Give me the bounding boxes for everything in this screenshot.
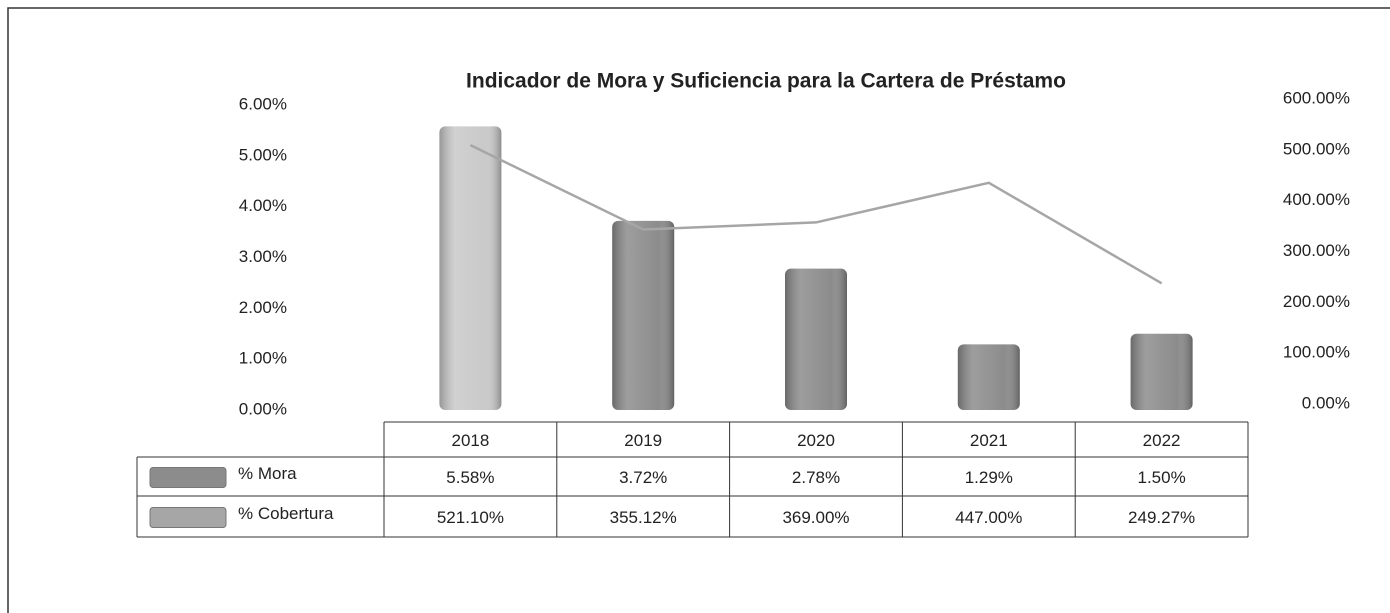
line xyxy=(469,143,1163,285)
y2-tick-label: 500.00% xyxy=(1283,139,1350,158)
frame xyxy=(7,7,1390,613)
chart-title: Indicador de Mora y Suficiencia para la … xyxy=(466,70,1066,93)
table-value: 355.12% xyxy=(610,508,677,527)
table-value: 249.27% xyxy=(1128,508,1195,527)
bar-shade xyxy=(612,220,675,410)
bar-shade xyxy=(785,268,847,410)
y2-tick-label: 100.00% xyxy=(1283,343,1350,362)
bar-shade xyxy=(1130,333,1193,410)
y-tick-label: 5.00% xyxy=(239,145,287,164)
y-tick-label: 1.00% xyxy=(239,349,287,368)
table-value: 521.10% xyxy=(437,508,504,527)
y-tick-label: 3.00% xyxy=(239,247,287,266)
legend-swatch xyxy=(149,507,227,528)
x-tick-label: 2021 xyxy=(970,431,1008,450)
y-tick-label: 6.00% xyxy=(239,94,287,113)
table-value: 1.50% xyxy=(1137,468,1185,487)
y2-tick-label: 400.00% xyxy=(1283,190,1350,209)
table-value: 369.00% xyxy=(782,508,849,527)
table-value: 447.00% xyxy=(955,508,1022,527)
table-value: 5.58% xyxy=(446,468,494,487)
y2-tick-label: 0.00% xyxy=(1302,393,1350,412)
legend-label: % Cobertura xyxy=(238,504,334,523)
y-tick-label: 4.00% xyxy=(239,196,287,215)
table-value: 3.72% xyxy=(619,468,667,487)
y-tick-label: 0.00% xyxy=(239,399,287,418)
x-tick-label: 2018 xyxy=(451,431,489,450)
legend-swatch xyxy=(149,467,227,488)
y2-tick-label: 200.00% xyxy=(1283,292,1350,311)
y-tick-label: 2.00% xyxy=(239,298,287,317)
y2-tick-label: 300.00% xyxy=(1283,241,1350,260)
bar-shade xyxy=(439,126,502,410)
legend-label: % Mora xyxy=(238,464,297,483)
table-value: 1.29% xyxy=(965,468,1013,487)
table-value: 2.78% xyxy=(792,468,840,487)
y2-tick-label: 600.00% xyxy=(1283,88,1350,107)
bar-shade xyxy=(957,344,1020,410)
x-tick-label: 2022 xyxy=(1143,431,1181,450)
x-tick-label: 2020 xyxy=(797,431,835,450)
x-tick-label: 2019 xyxy=(624,431,662,450)
